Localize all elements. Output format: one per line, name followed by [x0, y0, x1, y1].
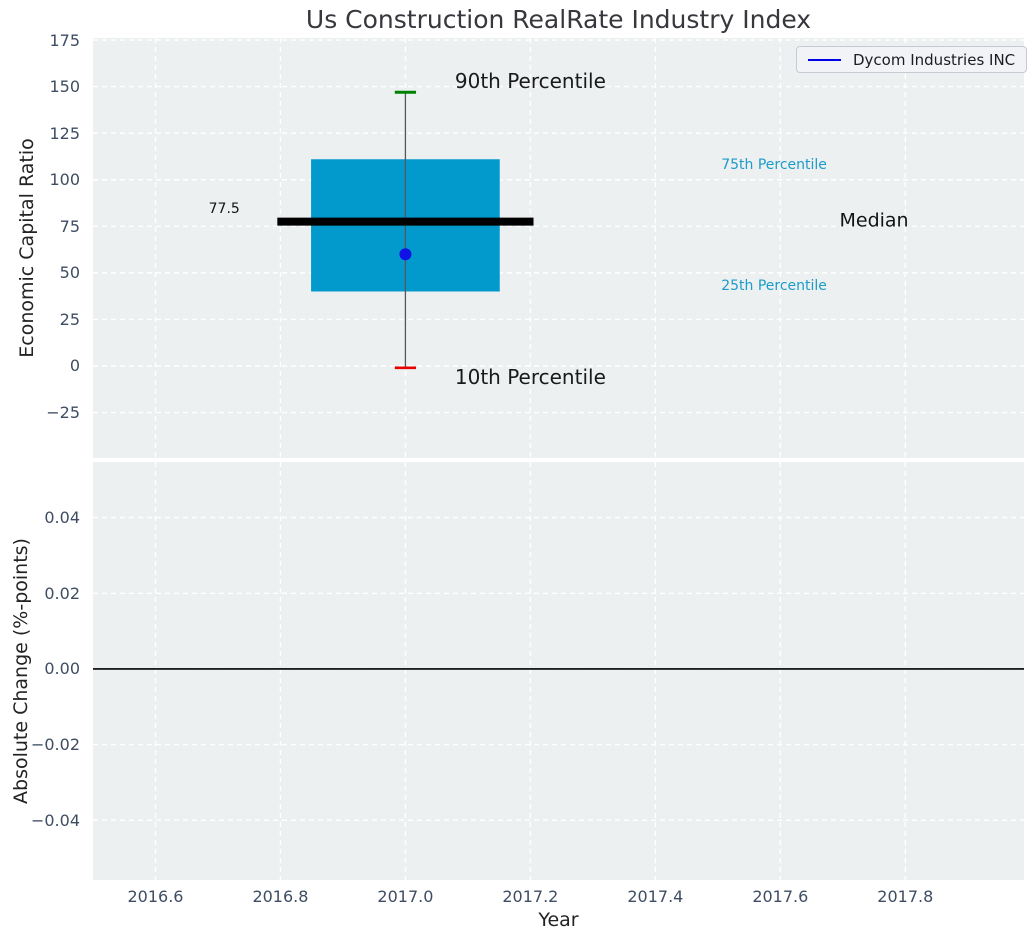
top-y-tick-label: 100 [49, 170, 80, 190]
75th-percentile-label: 75th Percentile [721, 157, 827, 173]
top-plot-axes: 90th Percentile 10th Percentile 75th Perce… [93, 38, 1024, 458]
25th-percentile-label: 25th Percentile [721, 278, 827, 294]
top-y-tick-label: 150 [49, 77, 80, 97]
x-tick-label: 2016.6 [127, 887, 184, 906]
top-y-tick-label: 125 [49, 123, 80, 143]
x-tick-label: 2017.6 [752, 887, 809, 906]
top-y-tick-label: 75 [59, 216, 80, 236]
bottom-y-tick-label: −0.02 [30, 735, 80, 755]
90th-percentile-label: 90th Percentile [455, 69, 606, 93]
10th-percentile-label: 10th Percentile [455, 365, 606, 389]
x-tick-label: 2017.8 [877, 887, 934, 906]
top-y-tick-label: 0 [69, 356, 80, 376]
top-y-tick-label: 50 [59, 263, 80, 283]
chart-title: Us Construction RealRate Industry Index [305, 5, 812, 34]
company-point [399, 248, 412, 261]
median-value-label: 77.5 [209, 201, 240, 217]
median-label: Median [839, 210, 908, 232]
top-y-tick-label: −25 [46, 403, 80, 423]
x-axis-label: Year [538, 909, 579, 931]
bottom-y-tick-label: 0.02 [44, 583, 80, 603]
x-tick-label: 2016.8 [252, 887, 309, 906]
x-tick-label: 2017.2 [502, 887, 559, 906]
top-y-tick-label: 175 [49, 30, 80, 50]
bottom-y-tick-label: 0.00 [44, 659, 80, 679]
legend-line-swatch [808, 58, 841, 61]
bottom-plot-axes [93, 462, 1024, 880]
top-y-tick-label: 25 [59, 309, 80, 329]
bottom-y-tick-label: −0.04 [30, 810, 80, 830]
legend-label: Dycom Industries INC [853, 50, 1016, 69]
x-tick-label: 2017.4 [627, 887, 684, 906]
bottom-y-tick-label: 0.04 [44, 508, 80, 528]
legend: Dycom Industries INC [796, 46, 1028, 73]
x-tick-label: 2017.0 [377, 887, 434, 906]
